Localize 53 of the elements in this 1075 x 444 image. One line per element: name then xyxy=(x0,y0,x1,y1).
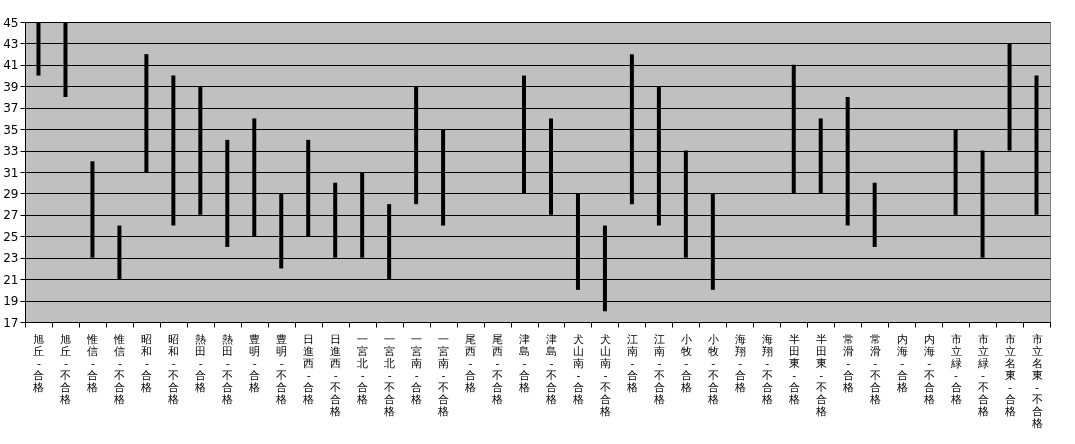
y-tick-label: 31 xyxy=(3,165,19,180)
x-tick-label: 豊明-不合格 xyxy=(275,332,288,406)
x-tick-label: 昭和-合格 xyxy=(140,332,153,394)
x-tick-label: 市立緑-合格 xyxy=(949,332,962,406)
x-tick-label: 常滑-不合格 xyxy=(868,332,881,406)
y-tick-label: 17 xyxy=(3,315,19,330)
x-tick-label: 市立名東-合格 xyxy=(1003,332,1016,418)
x-tick-label: 日進西-不合格 xyxy=(329,332,342,418)
x-tick-label: 江南-合格 xyxy=(625,332,638,394)
x-tick-label: 小牧-不合格 xyxy=(706,332,719,406)
x-tick-label: 半田東-不合格 xyxy=(814,332,827,418)
y-tick-label: 23 xyxy=(3,251,19,266)
y-tick-label: 41 xyxy=(3,58,19,73)
x-tick-label: 豊明-合格 xyxy=(248,332,261,394)
x-tick-label: 半田東-合格 xyxy=(787,332,800,406)
y-tick-label: 45 xyxy=(3,15,19,30)
y-tick-label: 25 xyxy=(3,229,19,244)
x-tick-label: 一宮北-合格 xyxy=(356,332,369,406)
x-tick-label: 旭丘-不合格 xyxy=(59,332,72,406)
x-tick-label: 津島-不合格 xyxy=(544,332,557,406)
x-tick-label: 海翔-不合格 xyxy=(760,332,773,406)
x-tick-label: 尾西-不合格 xyxy=(491,332,504,406)
y-tick-label: 43 xyxy=(3,36,19,51)
x-tick-label: 一宮北-不合格 xyxy=(383,332,396,418)
x-tick-label: 海翔-合格 xyxy=(733,332,746,394)
x-tick-label: 市立名東-不合格 xyxy=(1030,332,1043,430)
x-tick-label: 津島-合格 xyxy=(518,332,531,394)
x-tick-label: 内海-不合格 xyxy=(922,332,935,406)
y-tick-label: 37 xyxy=(3,101,19,116)
y-tick-label: 21 xyxy=(3,272,19,287)
y-tick-label: 29 xyxy=(3,186,19,201)
y-tick-label: 27 xyxy=(3,208,19,223)
x-tick-label: 熱田-不合格 xyxy=(221,332,234,406)
x-tick-label: 日進西-合格 xyxy=(302,332,315,406)
x-tick-label: 犬山南-合格 xyxy=(571,332,584,406)
y-tick-label: 33 xyxy=(3,144,19,159)
x-tick-label: 尾西-合格 xyxy=(464,332,477,394)
x-tick-label: 昭和-不合格 xyxy=(167,332,180,406)
x-tick-label: 江南-不合格 xyxy=(652,332,665,406)
x-tick-label: 一宮南-不合格 xyxy=(437,332,450,418)
x-tick-label: 内海-合格 xyxy=(895,332,908,394)
x-tick-label: 熱田-合格 xyxy=(194,332,207,394)
x-tick-label: 一宮南-合格 xyxy=(410,332,423,406)
y-tick-label: 19 xyxy=(3,294,19,309)
x-tick-label: 小牧-合格 xyxy=(679,332,692,394)
x-tick-label: 惟信-不合格 xyxy=(113,332,126,406)
x-tick-label: 常滑-合格 xyxy=(841,332,854,394)
x-tick-label: 犬山南-不合格 xyxy=(598,332,611,418)
x-tick-label: 旭丘-合格 xyxy=(32,332,45,394)
y-tick-label: 39 xyxy=(3,79,19,94)
x-tick-label: 惟信-合格 xyxy=(86,332,99,394)
y-tick-label: 35 xyxy=(3,122,19,137)
x-tick-label: 市立緑-不合格 xyxy=(976,332,989,418)
